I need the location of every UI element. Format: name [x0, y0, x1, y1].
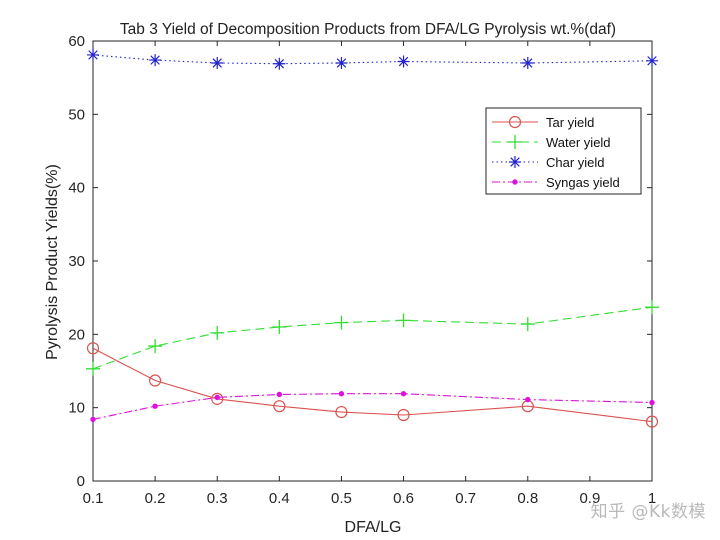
- series-tar-yield: [86, 342, 659, 428]
- y-tick-label: 40: [68, 180, 85, 197]
- data-point: [646, 54, 658, 67]
- y-tick-label: 30: [68, 253, 85, 270]
- watermark: 知乎 @Kk数模: [590, 502, 706, 522]
- x-tick-label: 0.7: [455, 490, 476, 507]
- y-tick-label: 50: [68, 106, 85, 123]
- axes-box: [92, 40, 653, 482]
- data-point: [338, 391, 345, 397]
- data-point: [86, 361, 100, 376]
- series-line: [92, 306, 653, 370]
- series-syngas-yield: [90, 391, 655, 423]
- series-line: [92, 54, 653, 65]
- data-point: [210, 325, 225, 340]
- data-point: [276, 391, 283, 398]
- y-tick-label: 60: [68, 33, 85, 50]
- data-point: [273, 57, 286, 70]
- data-point: [152, 403, 158, 409]
- data-point: [400, 391, 407, 397]
- data-point: [525, 396, 531, 403]
- data-point: [645, 300, 659, 315]
- y-tick-label: 10: [68, 400, 85, 417]
- data-point: [521, 57, 534, 69]
- series-line: [92, 347, 653, 423]
- legend-marker: [509, 156, 521, 168]
- x-tick-label: 0.6: [393, 490, 414, 507]
- y-tick-label: 0: [77, 473, 85, 490]
- x-tick-label: 0.5: [331, 490, 352, 507]
- x-tick-label: 0.8: [517, 490, 538, 507]
- plot-area: 0.1 0.2 0.3 0.4 0.5 0.6 0.7 0.8 0.9 1010203040506…: [68, 33, 659, 507]
- data-point: [148, 339, 163, 354]
- x-tick-label: 1: [648, 490, 656, 507]
- data-point: [211, 57, 224, 69]
- data-point: [335, 57, 348, 69]
- legend-label: Water yield: [546, 135, 611, 150]
- series-char-yield: [87, 48, 658, 70]
- data-point: [211, 392, 224, 405]
- data-point: [335, 405, 348, 419]
- x-axis-label: DFA/LG: [345, 519, 402, 536]
- y-tick-label: 20: [68, 326, 85, 343]
- x-tick-label: 0.3: [207, 490, 228, 507]
- data-point: [396, 313, 411, 328]
- data-point: [649, 399, 655, 406]
- series-water-yield: [86, 300, 659, 376]
- x-tick-label: 0.2: [145, 490, 166, 507]
- legend-marker: [508, 115, 522, 129]
- legend-marker: [512, 179, 518, 185]
- data-point: [86, 342, 100, 355]
- data-point: [87, 48, 99, 61]
- y-axis-label: Pyrolysis Product Yields(%): [44, 164, 61, 360]
- data-point: [149, 54, 162, 67]
- legend-marker: [508, 135, 522, 149]
- legend: Tar yield Water yield Char yield Syngas yie…: [485, 107, 642, 195]
- series-line: [92, 393, 653, 420]
- data-point: [520, 317, 535, 332]
- legend-label: Syngas yield: [546, 175, 620, 190]
- legend-label: Tar yield: [546, 115, 594, 130]
- x-tick-label: 0.4: [269, 490, 290, 507]
- data-point: [397, 55, 410, 68]
- data-point: [334, 315, 349, 330]
- legend-label: Char yield: [546, 155, 605, 170]
- data-point: [397, 408, 410, 422]
- x-tick-label: 0.1: [83, 490, 104, 507]
- data-point: [149, 374, 162, 387]
- data-point: [645, 415, 659, 428]
- data-point: [90, 416, 96, 423]
- data-point: [214, 394, 220, 401]
- data-point: [273, 400, 286, 413]
- chart-title: Tab 3 Yield of Decomposition Products fr…: [120, 21, 616, 38]
- data-point: [272, 320, 287, 334]
- x-tick-label: 0.9: [579, 490, 600, 507]
